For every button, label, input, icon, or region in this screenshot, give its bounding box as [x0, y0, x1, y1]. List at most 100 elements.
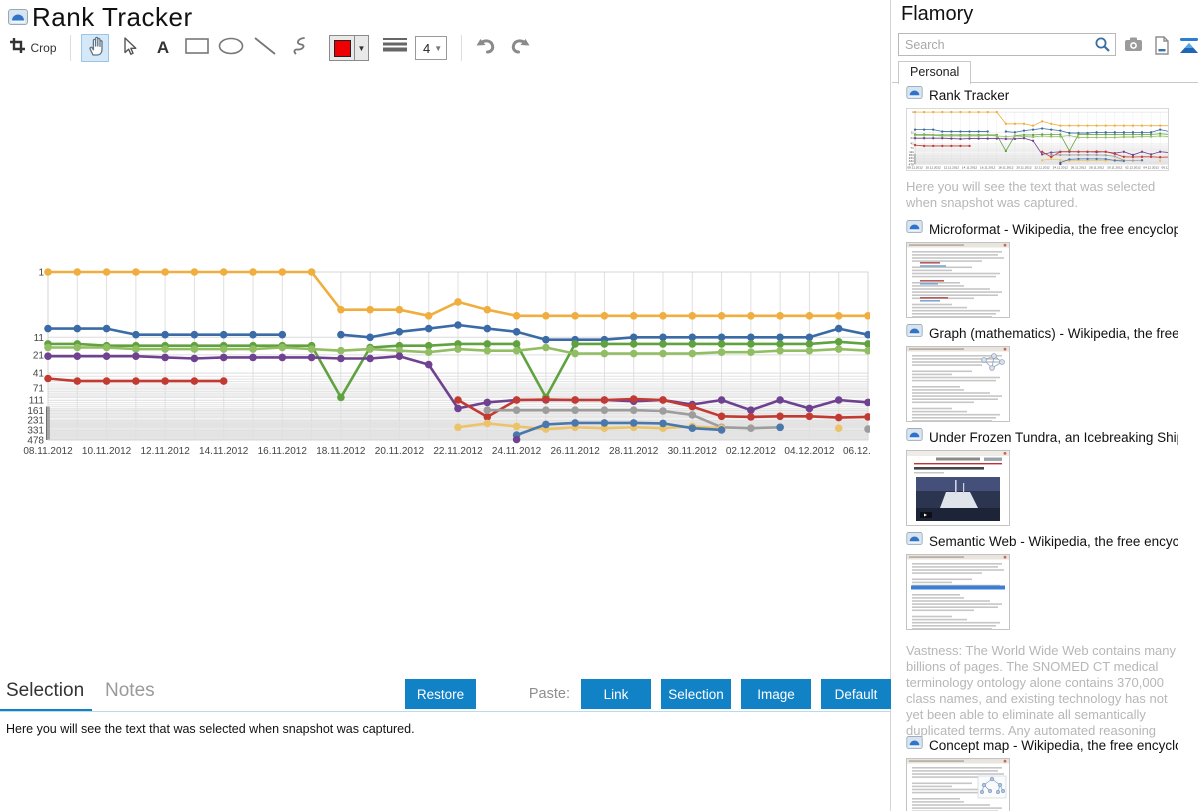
svg-text:02.12.2012: 02.12.2012: [726, 446, 776, 457]
restore-button[interactable]: Restore: [405, 679, 476, 709]
chevron-down-icon: ▼: [434, 43, 443, 53]
snapshot-list: Rank Tracker 1 11 21 41 71 111 161 231 331 478 08.…: [892, 83, 1181, 811]
snapshot-item[interactable]: Semantic Web - Wikipedia, the free encyc…: [906, 532, 1178, 740]
tab-selection[interactable]: Selection: [6, 680, 85, 701]
search-icon[interactable]: [1094, 36, 1111, 58]
flamory-snapshot-icon: [906, 428, 923, 446]
stroke-color-dropdown[interactable]: ▼: [329, 35, 369, 61]
flamory-snapshot-icon: [906, 736, 923, 754]
toolbar-separator: [70, 35, 71, 61]
paste-image-button[interactable]: Image: [741, 679, 811, 709]
svg-text:331: 331: [909, 159, 914, 163]
snapshot-item-title: Microformat - Wikipedia, the free encycl…: [906, 220, 1178, 238]
flamory-logo-icon[interactable]: [1179, 37, 1198, 59]
flamory-snapshot-icon: [906, 220, 923, 238]
svg-text:331: 331: [27, 425, 44, 436]
svg-text:478: 478: [27, 436, 44, 447]
svg-text:11: 11: [911, 130, 914, 134]
snapshot-item[interactable]: Microformat - Wikipedia, the free encycl…: [906, 220, 1178, 323]
crop-label: Crop: [30, 41, 57, 55]
undo-button[interactable]: [472, 34, 500, 62]
svg-text:20.11.2012: 20.11.2012: [375, 446, 425, 457]
snapshot-thumbnail: [906, 450, 1178, 531]
svg-text:28.11.2012: 28.11.2012: [1089, 166, 1105, 170]
line-tool[interactable]: [251, 34, 279, 62]
svg-text:18.11.2012: 18.11.2012: [316, 446, 366, 457]
tab-notes[interactable]: Notes: [105, 680, 155, 701]
flamory-snapshot-icon: [8, 9, 28, 30]
snapshot-item[interactable]: Under Frozen Tundra, an Icebreaking Ship…: [906, 428, 1178, 531]
svg-text:22.11.2012: 22.11.2012: [1035, 166, 1051, 170]
stroke-width-value: 4: [423, 40, 431, 56]
stroke-width-dropdown[interactable]: 4 ▼: [415, 36, 448, 60]
svg-text:14.11.2012: 14.11.2012: [962, 166, 978, 170]
svg-text:06.12.2012: 06.12.2012: [843, 446, 870, 457]
svg-text:231: 231: [909, 156, 914, 160]
pan-hand-tool[interactable]: [81, 34, 109, 62]
search-input[interactable]: [898, 33, 1116, 56]
svg-text:14.11.2012: 14.11.2012: [199, 446, 249, 457]
svg-text:04.12.2012: 04.12.2012: [1143, 166, 1159, 170]
svg-text:06.12.2012: 06.12.2012: [1162, 166, 1169, 170]
cursor-arrow-icon: [120, 36, 138, 61]
svg-text:161: 161: [909, 153, 914, 157]
svg-text:10.11.2012: 10.11.2012: [926, 166, 942, 170]
freehand-tool[interactable]: [285, 34, 313, 62]
snapshot-thumbnail: 1 11 21 41 71 111 161 231 331 478 08.11.2012 10.11.…: [906, 108, 1178, 171]
active-tab-underline: [0, 709, 92, 712]
svg-text:10.11.2012: 10.11.2012: [82, 446, 132, 457]
flamory-snapshot-icon: [906, 86, 923, 104]
svg-text:22.11.2012: 22.11.2012: [433, 446, 483, 457]
snapshot-caption: Vastness: The World Wide Web contains ma…: [906, 643, 1176, 740]
snapshot-item[interactable]: Rank Tracker 1 11 21 41 71 111 161 231 331 478 08.…: [906, 86, 1178, 213]
redo-button[interactable]: [506, 34, 534, 62]
text-tool-icon: A: [156, 38, 170, 57]
crop-button[interactable]: Crop: [6, 34, 60, 62]
svg-text:161: 161: [27, 406, 44, 417]
snapshot-item[interactable]: Graph (mathematics) - Wikipedia, the fre…: [906, 324, 1178, 427]
redo-icon: [509, 36, 531, 61]
svg-text:28.11.2012: 28.11.2012: [609, 446, 659, 457]
svg-text:11: 11: [34, 333, 45, 344]
flamory-snapshot-icon: [906, 324, 923, 342]
freehand-squiggle-icon: [289, 35, 309, 62]
svg-text:30.11.2012: 30.11.2012: [1107, 166, 1123, 170]
svg-text:20.11.2012: 20.11.2012: [1016, 166, 1032, 170]
paste-link-button[interactable]: Link: [581, 679, 651, 709]
line-width-button[interactable]: [381, 34, 409, 62]
snapshot-item-title: Concept map - Wikipedia, the free encycl…: [906, 736, 1178, 754]
paste-default-button[interactable]: Default: [821, 679, 891, 709]
rectangle-tool[interactable]: [183, 34, 211, 62]
svg-text:71: 71: [910, 146, 914, 150]
chevron-down-icon: ▼: [354, 36, 368, 60]
snapshot-chart-image: 1 11 21 41 71 111 161 231 331 478 08.11.2012 10.11.…: [22, 262, 893, 470]
crop-icon: [9, 37, 26, 59]
svg-text:1: 1: [912, 110, 914, 114]
svg-text:24.11.2012: 24.11.2012: [492, 446, 542, 457]
snapshot-pane: Rank Tracker Crop: [0, 0, 893, 811]
svg-text:231: 231: [27, 416, 44, 427]
document-icon[interactable]: [1154, 36, 1170, 60]
snapshot-item-title: Under Frozen Tundra, an Icebreaking Ship…: [906, 428, 1178, 446]
snapshot-item-title: Semantic Web - Wikipedia, the free encyc…: [906, 532, 1178, 550]
svg-text:26.11.2012: 26.11.2012: [550, 446, 600, 457]
camera-icon[interactable]: [1124, 36, 1143, 57]
paste-label: Paste:: [528, 686, 570, 702]
svg-text:30.11.2012: 30.11.2012: [668, 446, 718, 457]
ellipse-tool[interactable]: [217, 34, 245, 62]
snapshot-thumbnail: [906, 554, 1178, 635]
page-title: Rank Tracker: [32, 2, 193, 32]
tab-personal[interactable]: Personal: [898, 61, 972, 84]
paste-selection-button[interactable]: Selection: [661, 679, 731, 709]
svg-text:111: 111: [29, 396, 45, 407]
text-tool[interactable]: A: [149, 34, 177, 62]
svg-text:08.11.2012: 08.11.2012: [23, 446, 73, 457]
svg-text:478: 478: [909, 162, 914, 166]
line-icon: [253, 36, 277, 61]
select-cursor-tool[interactable]: [115, 34, 143, 62]
snapshot-item[interactable]: Concept map - Wikipedia, the free encycl…: [906, 736, 1178, 811]
svg-text:08.11.2012: 08.11.2012: [907, 166, 923, 170]
snapshot-thumbnail: [906, 758, 1178, 811]
svg-text:02.12.2012: 02.12.2012: [1125, 166, 1141, 170]
snapshot-item-title: Graph (mathematics) - Wikipedia, the fre…: [906, 324, 1178, 342]
